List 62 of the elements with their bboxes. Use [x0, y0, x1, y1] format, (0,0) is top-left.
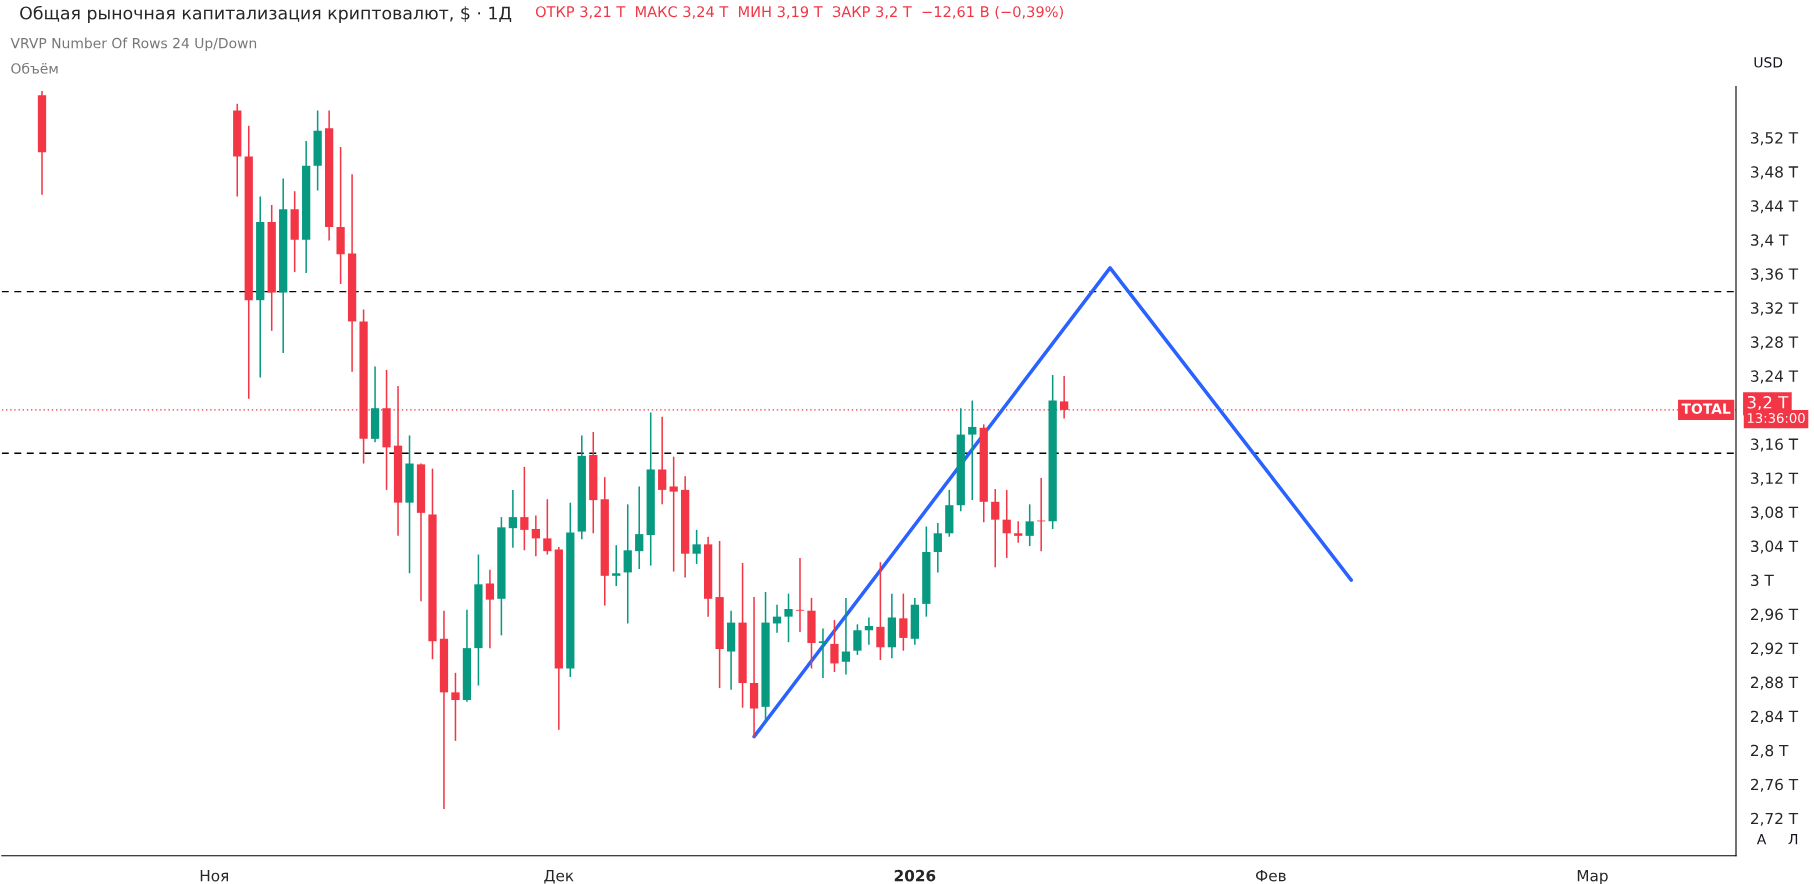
candlestick [1025, 503, 1034, 547]
y-tick-label: 3,32 T [1751, 302, 1799, 316]
x-tick-label: 2026 [894, 869, 936, 882]
candlestick [508, 489, 518, 549]
candlestick [818, 627, 828, 679]
candlestick [933, 522, 942, 574]
candlestick [784, 592, 793, 643]
candlestick [658, 415, 667, 506]
y-tick-label: 2,92 T [1751, 642, 1799, 656]
candlestick [692, 529, 701, 565]
text: 3,2 T [1747, 395, 1789, 411]
y-tick-label: 3,24 T [1751, 370, 1799, 384]
chart-title: Общая рыночная капитализация криптовалют, $ · 1Д [20, 5, 512, 23]
y-tick-label: 3,08 T [1751, 506, 1799, 520]
text: 13:36:00 [1747, 412, 1805, 423]
candlestick [864, 616, 874, 646]
y-tick-label: 2,96 T [1751, 608, 1799, 622]
candlestick [876, 561, 885, 661]
y-tick-label: 3,44 T [1751, 200, 1799, 214]
candlestick [531, 514, 540, 558]
text: USD [1754, 57, 1783, 68]
y-tick-label: 2,72 T [1751, 812, 1799, 826]
y-tick-label: 3,4 T [1751, 234, 1789, 248]
candlestick [853, 623, 862, 656]
x-tick-label: Ноя [200, 870, 228, 882]
y-tick-label: 2,8 T [1751, 744, 1789, 758]
candlestick [485, 569, 495, 649]
y-tick-label: 3,48 T [1751, 166, 1799, 180]
y-tick-label: 3,12 T [1751, 472, 1799, 486]
candlestick [543, 498, 552, 556]
y-tick-label: 3,28 T [1751, 336, 1799, 350]
y-tick-label: 3,16 T [1751, 438, 1799, 452]
y-tick-label: 3 T [1751, 574, 1774, 587]
candlestick [841, 597, 851, 676]
y-tick-label: 3,52 T [1751, 132, 1799, 146]
chart-subtitle: ОТКР 3,21 T МАКС 3,24 T МИН 3,19 T ЗАКР 3,2 T −12,61 B (−0,39%) [535, 5, 1063, 19]
x-tick-label: Дек [544, 870, 574, 884]
text: Л [1788, 834, 1798, 845]
candlestick [623, 503, 632, 625]
candlestick [968, 399, 977, 501]
text: Объём [11, 62, 58, 74]
candlestick [669, 455, 678, 573]
y-tick-label: 2,84 T [1751, 710, 1799, 724]
y-tick-label: 3,04 T [1751, 540, 1799, 554]
candlestick [635, 485, 644, 570]
candlestick [520, 466, 529, 552]
y-tick-label: 2,88 T [1751, 676, 1799, 690]
x-tick-label: Фев [1255, 870, 1286, 882]
candlestick [830, 619, 839, 673]
candlestick [899, 592, 908, 652]
x-tick-label: Мар [1577, 870, 1608, 884]
text: A [1756, 834, 1767, 845]
candlestick [991, 488, 1000, 569]
candlestick [1002, 489, 1011, 559]
candlestick [795, 557, 805, 633]
text: VRVP Number Of Rows 24 Up/Down [10, 37, 257, 52]
y-tick-label: 3,36 T [1751, 268, 1799, 282]
y-tick-label: 2,76 T [1751, 778, 1799, 792]
candlestick [612, 544, 621, 587]
ref-line-label: TOTAL [1681, 403, 1731, 414]
candlestick [451, 672, 460, 742]
candlestick [1014, 520, 1023, 544]
